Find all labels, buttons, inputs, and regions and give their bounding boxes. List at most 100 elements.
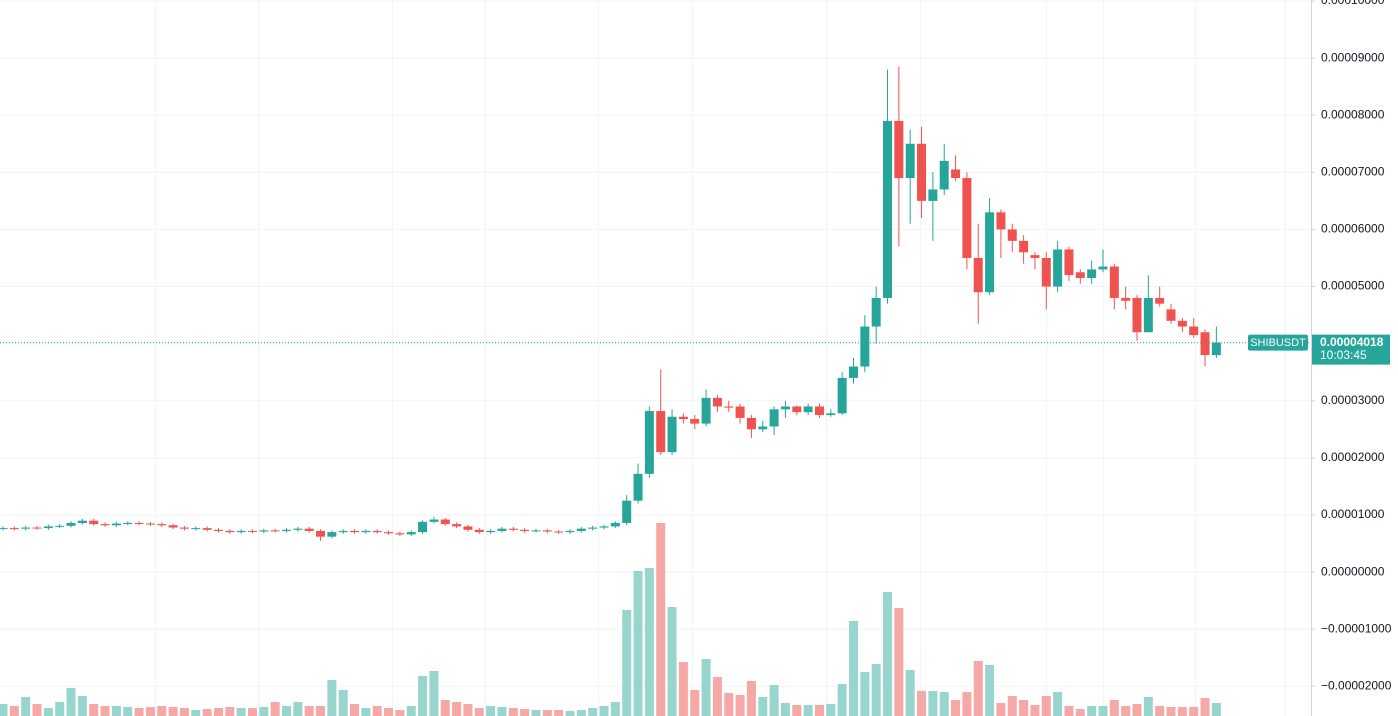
volume-bar xyxy=(1109,700,1119,716)
y-tick-label: 0.00003000 xyxy=(1321,393,1385,407)
last-price-label: 0.00004018 xyxy=(1320,335,1384,349)
grid xyxy=(0,0,1311,716)
volume-bar xyxy=(463,704,473,716)
volume-bar xyxy=(746,681,756,716)
volume-bar xyxy=(486,706,496,716)
candle-body xyxy=(542,530,552,532)
volume-bar xyxy=(837,684,847,716)
candle-body xyxy=(531,530,541,532)
volume-bar xyxy=(508,708,518,716)
volume-bar xyxy=(871,664,881,716)
candle-body xyxy=(21,527,31,529)
volume-bar xyxy=(678,662,688,716)
candle-body xyxy=(780,406,790,410)
volume-bar xyxy=(814,705,824,716)
volume-bar xyxy=(145,707,155,716)
volume-bar xyxy=(690,690,700,716)
candle-body xyxy=(372,530,382,533)
volume-bar xyxy=(225,707,235,716)
y-tick-label: 0.00005000 xyxy=(1321,279,1385,293)
candle-layer xyxy=(0,66,1311,541)
volume-bar xyxy=(542,710,552,716)
volume-bar xyxy=(452,702,462,716)
volume-bar xyxy=(202,709,212,716)
volume-bar xyxy=(826,704,836,716)
candle-body xyxy=(157,524,167,526)
volume-bar xyxy=(316,706,326,716)
volume-bar xyxy=(1189,707,1199,716)
volume-bar xyxy=(338,690,348,716)
candle-body xyxy=(610,522,620,527)
candle-body xyxy=(1053,249,1063,287)
volume-bar xyxy=(644,568,654,716)
candle-body xyxy=(837,377,847,414)
volume-bar xyxy=(1177,707,1187,716)
volume-bar xyxy=(610,702,620,716)
candle-body xyxy=(270,530,280,532)
volume-bar xyxy=(134,708,144,716)
candle-body xyxy=(644,411,654,474)
candle-body xyxy=(1211,342,1221,356)
candle-body xyxy=(247,530,257,532)
volume-bar xyxy=(1121,706,1131,716)
volume-bar xyxy=(554,710,564,716)
candle-body xyxy=(338,530,348,533)
volume-bar xyxy=(327,680,337,716)
candle-body xyxy=(576,528,586,531)
candle-body xyxy=(123,522,133,524)
volume-bar xyxy=(440,700,450,716)
symbol-badge xyxy=(1248,334,1308,351)
candle-body xyxy=(1030,255,1040,258)
candle-body xyxy=(66,522,76,526)
candle-body xyxy=(361,530,371,533)
volume-bar xyxy=(1143,697,1153,716)
candle-body xyxy=(350,530,360,533)
candle-body xyxy=(384,532,394,534)
volume-bar xyxy=(803,705,813,716)
candle-body xyxy=(213,529,223,531)
volume-bar xyxy=(406,706,416,716)
candle-body xyxy=(111,523,121,526)
volume-bar xyxy=(395,710,405,716)
volume-bar xyxy=(973,661,983,716)
volume-bar xyxy=(780,703,790,716)
volume-bar xyxy=(928,691,938,716)
candle-body xyxy=(588,527,598,529)
volume-bar xyxy=(985,665,995,716)
candle-body xyxy=(622,500,632,523)
y-tick-label: 0.00009000 xyxy=(1321,50,1385,64)
candle-body xyxy=(678,416,688,420)
volume-bar xyxy=(1053,692,1063,716)
volume-bar xyxy=(792,705,802,716)
volume-bar xyxy=(100,706,110,716)
volume-bar xyxy=(667,607,677,716)
candle-body xyxy=(452,524,462,527)
volume-bar xyxy=(372,706,382,716)
candle-body xyxy=(145,523,155,525)
volume-bar xyxy=(9,706,19,716)
candle-body xyxy=(134,522,144,524)
candle-body xyxy=(1155,297,1165,304)
volume-bar xyxy=(951,700,961,716)
candle-body xyxy=(746,417,756,430)
volume-bar xyxy=(883,592,893,716)
volume-bar xyxy=(259,707,269,716)
volume-bar xyxy=(497,707,507,716)
symbol-label: SHIBUSDT xyxy=(1250,337,1306,349)
candle-body xyxy=(327,532,337,537)
volume-bar xyxy=(917,691,927,716)
candle-body xyxy=(814,406,824,416)
candle-body xyxy=(1041,257,1051,287)
candle-body xyxy=(599,526,609,528)
volume-bar xyxy=(962,692,972,716)
candle-body xyxy=(656,411,666,453)
candle-body xyxy=(928,189,938,201)
candle-body xyxy=(463,526,473,530)
y-tick-label: 0.00001000 xyxy=(1321,507,1385,521)
candle-body xyxy=(100,524,110,526)
volume-bar xyxy=(247,708,257,716)
candle-body xyxy=(1121,297,1131,301)
countdown-label: 10:03:45 xyxy=(1320,348,1367,362)
candle-body xyxy=(179,527,189,529)
